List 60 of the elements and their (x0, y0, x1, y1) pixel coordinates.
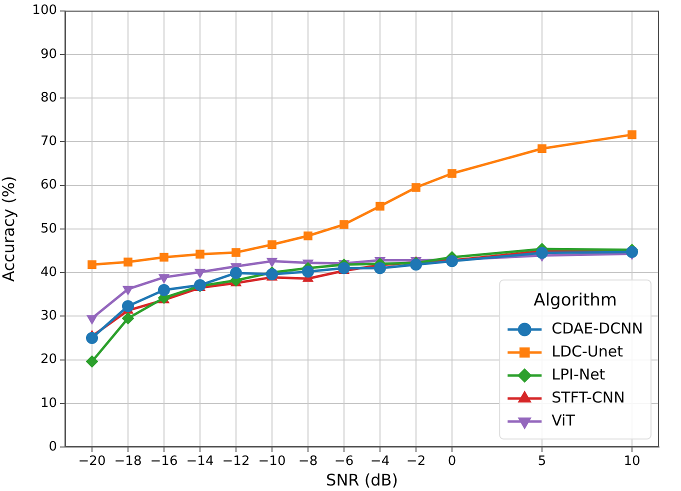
y-tick-label: 20 (40, 352, 57, 368)
point (302, 266, 314, 278)
point (160, 252, 168, 262)
y-tick-label: 30 (40, 308, 57, 324)
x-tick-label: −18 (114, 454, 142, 470)
point (124, 258, 132, 266)
point (268, 240, 276, 249)
legend-label: LPI-Net (552, 365, 606, 384)
x-axis-title: SNR (dB) (326, 470, 398, 490)
x-tick-label: −16 (150, 454, 178, 470)
point (122, 300, 134, 312)
legend-label: CDAE-DCNN (552, 319, 644, 338)
point (196, 250, 204, 259)
point (536, 246, 548, 259)
y-tick-label: 70 (40, 134, 57, 150)
point (448, 169, 456, 178)
x-tick-label: −20 (78, 454, 106, 470)
point (86, 315, 98, 324)
point (86, 332, 98, 344)
x-tick-label: 0 (448, 454, 456, 470)
point (232, 248, 240, 257)
y-tick-label: 60 (40, 178, 57, 193)
point (376, 202, 384, 211)
x-tick-label: 10 (624, 454, 640, 470)
x-tick-label: −4 (370, 454, 390, 470)
x-tick-label: −2 (406, 454, 426, 470)
point (626, 246, 638, 258)
y-tick-label: 100 (32, 3, 57, 18)
point (86, 356, 98, 368)
point (122, 312, 134, 324)
point (122, 286, 134, 296)
legend-label: STFT-CNN (552, 388, 625, 406)
point (158, 274, 170, 284)
point (340, 220, 348, 229)
point (412, 183, 420, 192)
x-tick-label: 5 (538, 454, 546, 470)
x-tick-label: −8 (298, 454, 318, 470)
y-tick-label: 80 (40, 90, 57, 106)
y-tick-label: 10 (40, 396, 57, 411)
legend-label: LDC-Unet (552, 342, 624, 360)
legend-label: ViT (552, 411, 576, 430)
y-tick-label: 0 (48, 439, 57, 454)
point (230, 266, 242, 279)
x-tick-label: −10 (258, 454, 286, 470)
point (538, 144, 546, 154)
y-tick-label: 40 (40, 264, 57, 280)
x-tick-label: −14 (186, 454, 214, 470)
point (88, 260, 96, 270)
point (194, 268, 206, 278)
point (628, 130, 636, 140)
point (266, 258, 278, 268)
point (304, 231, 312, 240)
legend-title: Algorithm (534, 290, 617, 310)
point (374, 262, 386, 274)
y-tick-label: 50 (40, 221, 57, 236)
x-tick-label: −12 (222, 454, 250, 470)
point (158, 284, 170, 296)
y-axis-title: Accuracy (%) (0, 176, 18, 282)
x-tick-label: −6 (334, 454, 354, 470)
y-tick-label: 90 (40, 46, 57, 62)
